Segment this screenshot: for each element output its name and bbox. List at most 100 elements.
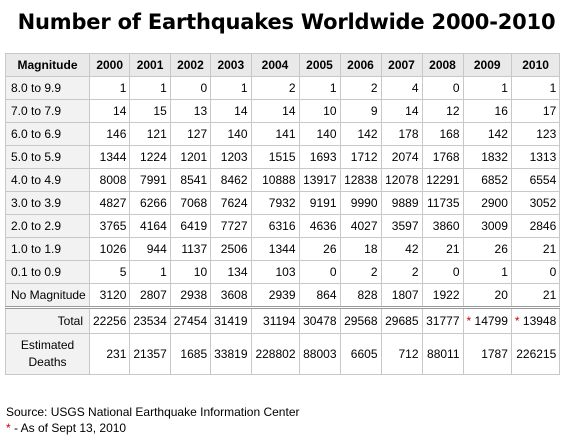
magnitude-label: 7.0 to 7.9 <box>5 99 90 123</box>
table-cell: 6554 <box>510 168 561 192</box>
table-cell: 3608 <box>210 283 252 308</box>
table-cell: 2 <box>339 76 382 100</box>
table-cell: 12838 <box>339 168 382 192</box>
table-row: 6.0 to 6.9 146 121 127 140 141 140 142 178 168 142… <box>5 122 561 146</box>
table-cell: 142 <box>462 122 512 146</box>
earthquake-table: Magnitude 2000 2001 2002 2003 2004 2005 2006 200… <box>5 53 561 375</box>
table-cell: 4636 <box>298 214 341 238</box>
deaths-cell: 21357 <box>129 333 171 375</box>
table-cell: 17 <box>510 99 561 123</box>
total-value: 31194 <box>263 314 296 328</box>
asterisk-marker: * <box>466 314 472 328</box>
column-header-year: 2007 <box>380 53 423 77</box>
table-cell: 2900 <box>462 191 512 215</box>
table-cell: 1344 <box>250 237 300 261</box>
table-cell: 9990 <box>339 191 382 215</box>
table-cell: 1712 <box>339 145 382 169</box>
table-cell: 1 <box>129 76 171 100</box>
column-header-year: 2006 <box>339 53 382 77</box>
table-cell: 10888 <box>250 168 300 192</box>
table-cell: 140 <box>210 122 252 146</box>
table-cell: 944 <box>129 237 171 261</box>
table-cell: 1137 <box>169 237 212 261</box>
table-cell: 8462 <box>210 168 252 192</box>
table-cell: 16 <box>462 99 512 123</box>
table-cell: 828 <box>339 283 382 308</box>
source-note: Source: USGS National Earthquake Informa… <box>6 405 300 419</box>
total-value: 13948 <box>522 314 557 328</box>
table-cell: 0 <box>510 260 561 284</box>
table-cell: 1807 <box>380 283 423 308</box>
deaths-cell: 231 <box>88 333 131 375</box>
table-cell: 0 <box>298 260 341 284</box>
table-cell: 2 <box>250 76 300 100</box>
table-cell: 4 <box>380 76 423 100</box>
table-row: 5.0 to 5.9 1344 1224 1201 1203 1515 1693 1712 20… <box>5 145 561 169</box>
table-cell: 1344 <box>88 145 131 169</box>
table-cell: 2939 <box>250 283 300 308</box>
deaths-row: Estimated Deaths 231 21357 1685 33819 228802 88… <box>5 333 561 375</box>
table-cell: 7727 <box>210 214 252 238</box>
table-cell: 0 <box>421 76 464 100</box>
magnitude-label: 3.0 to 3.9 <box>5 191 90 215</box>
magnitude-label: 4.0 to 4.9 <box>5 168 90 192</box>
column-header-magnitude: Magnitude <box>5 53 90 77</box>
table-cell: 21 <box>510 237 561 261</box>
table-cell: 1026 <box>88 237 131 261</box>
total-value: 31419 <box>214 314 248 328</box>
deaths-label-line1: Estimated <box>20 338 75 352</box>
table-row: 2.0 to 2.9 3765 4164 6419 7727 6316 4636 4027 35… <box>5 214 561 238</box>
table-row: 1.0 to 1.9 1026 944 1137 2506 1344 26 18 42 21 26 2… <box>5 237 561 261</box>
deaths-cell: 1685 <box>169 333 212 375</box>
table-cell: 14 <box>250 99 300 123</box>
table-cell: 7624 <box>210 191 252 215</box>
total-row: Total 22256 23534 27454 31419 31194 30478 29568… <box>5 306 561 334</box>
table-row: No Magnitude 3120 2807 2938 3608 2939 864 828 18… <box>5 283 561 308</box>
deaths-cell: 1787 <box>462 333 512 375</box>
table-cell: 10 <box>298 99 341 123</box>
total-cell: 30478 <box>298 306 341 334</box>
total-cell: 23534 <box>129 306 171 334</box>
table-cell: 141 <box>250 122 300 146</box>
table-cell: 2 <box>380 260 423 284</box>
deaths-cell: 33819 <box>210 333 252 375</box>
table-row: 8.0 to 9.9 1 1 0 1 2 1 2 4 0 1 1 <box>5 76 561 100</box>
table-cell: 3597 <box>380 214 423 238</box>
table-cell: 10 <box>169 260 212 284</box>
column-header-year: 2002 <box>169 53 212 77</box>
table-header-row: Magnitude 2000 2001 2002 2003 2004 2005 2006 200… <box>5 53 561 77</box>
table-cell: 8008 <box>88 168 131 192</box>
table-cell: 3120 <box>88 283 131 308</box>
table-cell: 1 <box>510 76 561 100</box>
total-cell: 31194 <box>250 306 300 334</box>
table-cell: 0 <box>169 76 212 100</box>
footnote-text: - As of Sept 13, 2010 <box>10 421 127 435</box>
deaths-cell: 712 <box>380 333 423 375</box>
table-row: 0.1 to 0.9 5 1 10 134 103 0 2 2 0 1 0 <box>5 260 561 284</box>
table-cell: 3860 <box>421 214 464 238</box>
total-cell: 29568 <box>339 306 382 334</box>
deaths-cell: 6605 <box>339 333 382 375</box>
magnitude-label: 1.0 to 1.9 <box>5 237 90 261</box>
table-cell: 2846 <box>510 214 561 238</box>
table-cell: 1515 <box>250 145 300 169</box>
total-value: 14799 <box>474 314 508 328</box>
total-cell: 27454 <box>169 306 212 334</box>
table-cell: 6266 <box>129 191 171 215</box>
column-header-year: 2003 <box>210 53 252 77</box>
column-header-year: 2009 <box>462 53 512 77</box>
table-cell: 4827 <box>88 191 131 215</box>
magnitude-label: No Magnitude <box>5 283 90 308</box>
table-cell: 11735 <box>421 191 464 215</box>
deaths-label-line2: Deaths <box>28 355 67 369</box>
table-cell: 1201 <box>169 145 212 169</box>
table-cell: 14 <box>380 99 423 123</box>
table-cell: 1 <box>210 76 252 100</box>
table-cell: 8541 <box>169 168 212 192</box>
table-cell: 1768 <box>421 145 464 169</box>
table-cell: 6419 <box>169 214 212 238</box>
total-cell: 22256 <box>88 306 131 334</box>
deaths-label: Estimated Deaths <box>5 333 90 375</box>
total-label: Total <box>5 306 90 334</box>
table-row: 4.0 to 4.9 8008 7991 8541 8462 10888 13917 1283… <box>5 168 561 192</box>
